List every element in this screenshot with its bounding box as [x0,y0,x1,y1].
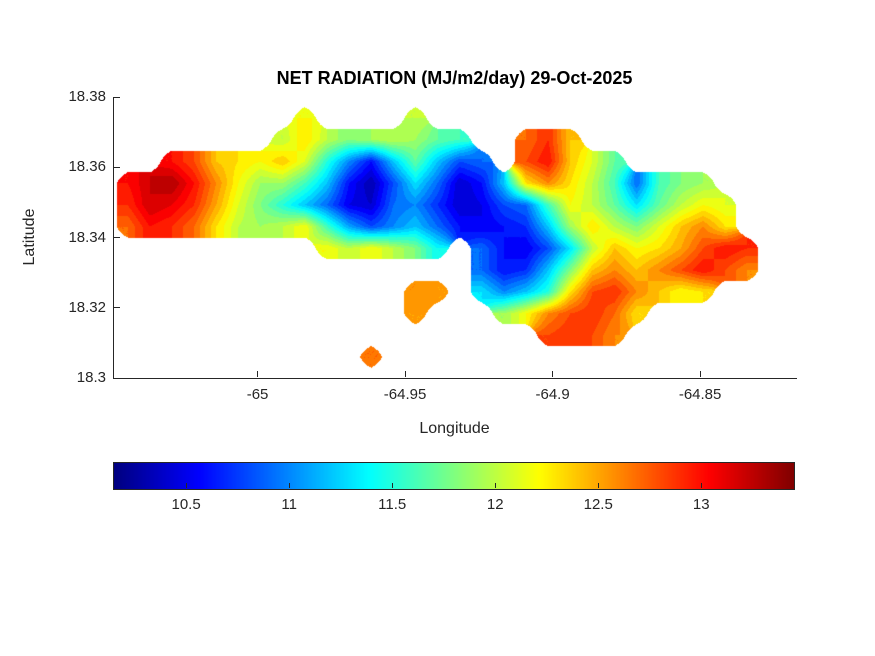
x-tick-mark [404,371,406,377]
y-tick-mark [114,377,120,379]
colorbar-gradient [114,463,794,489]
colorbar-tick-mark [288,483,290,488]
y-tick-mark [114,96,120,98]
x-tick-mark [552,371,554,377]
y-tick-mark [114,166,120,168]
x-tick-label: -64.95 [383,386,427,403]
colorbar-tick-mark [391,483,393,488]
y-tick-label: 18.38 [68,88,106,105]
colorbar-tick-label: 11.5 [378,496,407,513]
x-tick-label: -64.85 [678,386,722,403]
x-tick-mark [699,371,701,377]
colorbar-tick-mark [700,483,702,488]
colorbar-tick-label: 12.5 [583,496,613,513]
colorbar-tick-mark [185,483,187,488]
y-axis-line [113,97,114,379]
y-tick-mark [114,237,120,238]
y-tick-label: 18.3 [76,369,106,386]
colorbar-tick-mark [494,483,496,488]
x-axis-label: Longitude [419,420,490,437]
y-tick-label: 18.32 [68,298,106,316]
x-tick-label: -65 [246,386,269,403]
y-tick-mark [114,307,120,309]
x-axis-line [113,378,797,379]
colorbar-tick-label: 13 [692,496,710,513]
chart-title: NET RADIATION (MJ/m2/day) 29-Oct-2025 [276,68,633,88]
colorbar [113,462,795,490]
y-tick-label: 18.36 [68,158,106,176]
colorbar-tick-label: 12 [486,496,504,513]
colorbar-tick-mark [597,483,599,488]
colorbar-tick-label: 11 [281,496,297,513]
x-tick-mark [257,371,259,377]
colorbar-tick-label: 10.5 [171,496,201,513]
heatmap-canvas [113,97,796,378]
x-tick-label: -64.9 [535,386,570,403]
y-tick-label: 18.34 [68,228,106,246]
